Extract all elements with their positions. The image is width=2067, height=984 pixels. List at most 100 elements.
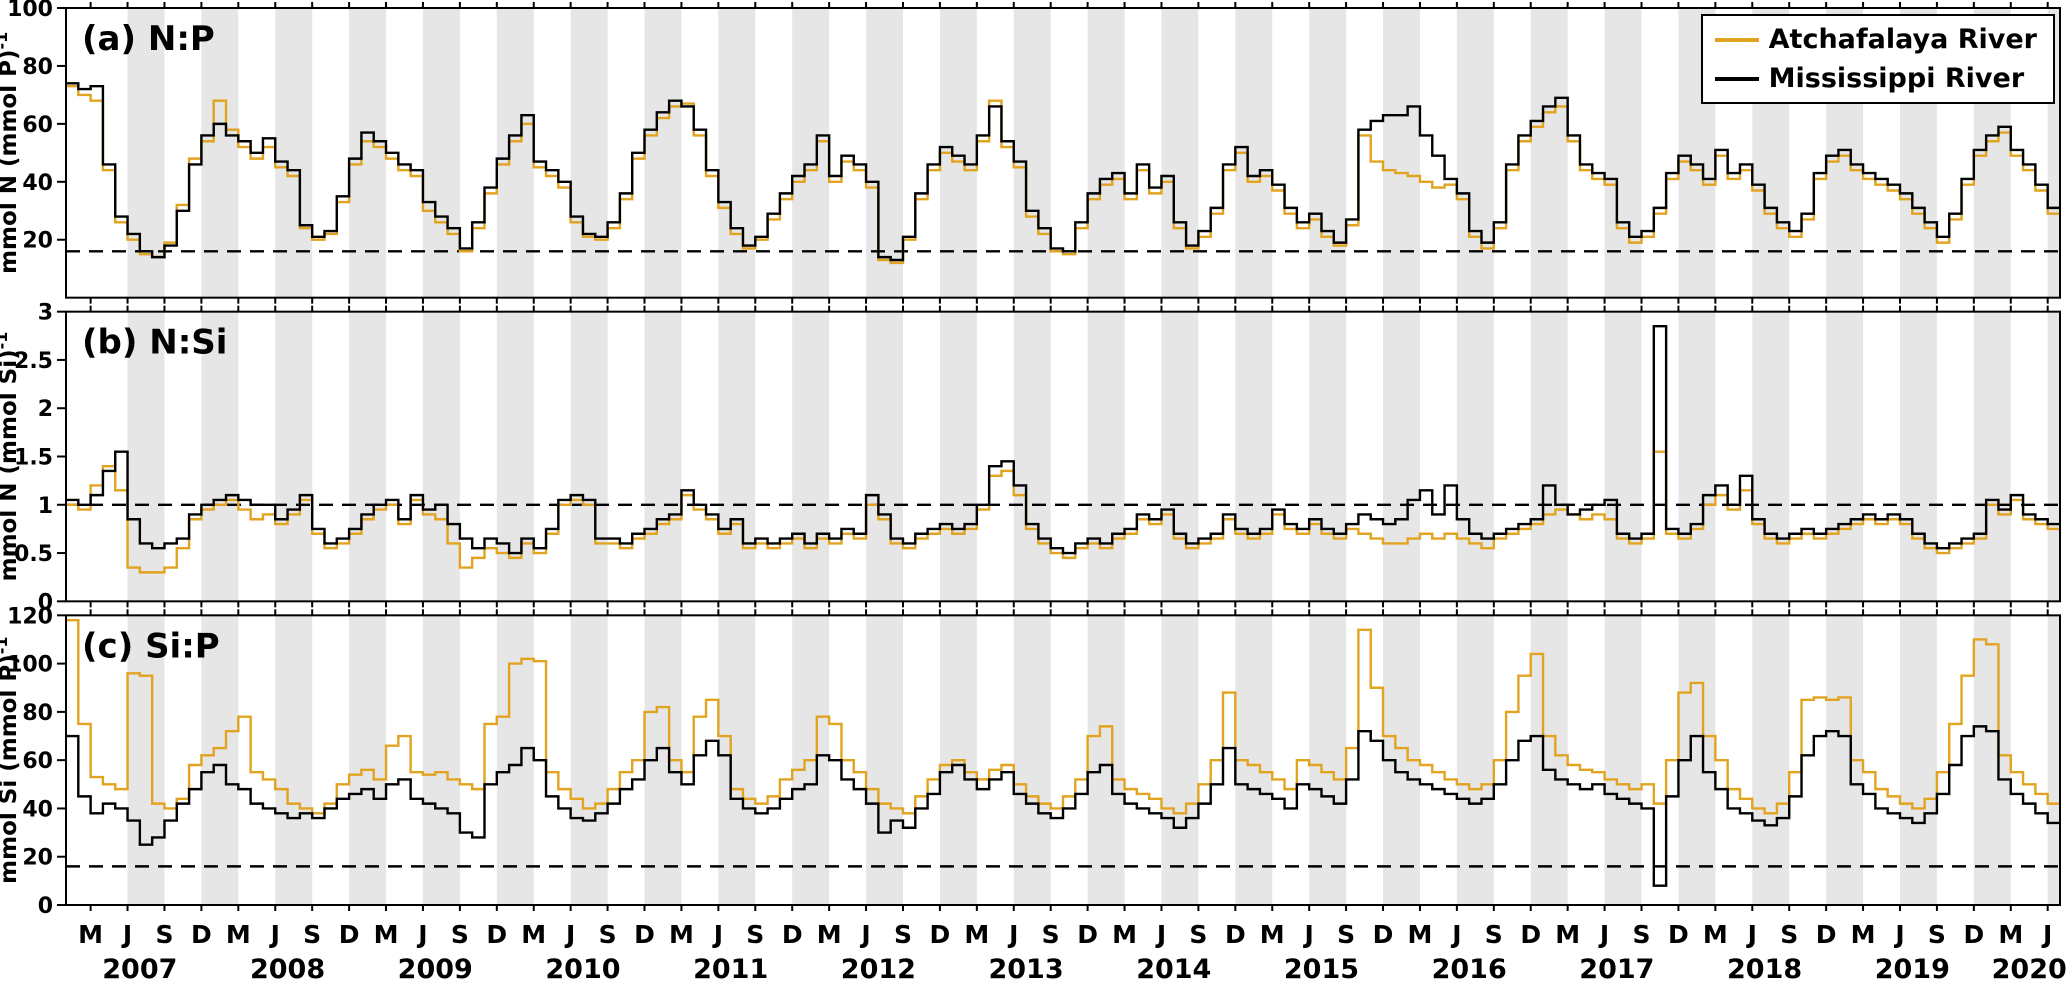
panel-title-c: (c) Si:P xyxy=(82,626,220,666)
seasonal-shaded-band xyxy=(275,615,313,905)
x-tick-label-month: M xyxy=(669,920,694,949)
seasonal-shaded-band xyxy=(1456,311,1494,602)
seasonal-shaded-band xyxy=(792,311,830,602)
seasonal-shaded-band xyxy=(422,8,460,298)
y-tick-label: 80 xyxy=(22,55,53,80)
seasonal-shaded-band xyxy=(1013,615,1051,905)
seasonal-shaded-band xyxy=(127,615,165,905)
x-tick-label-year: 2019 xyxy=(1875,954,1950,984)
x-tick-label-month: D xyxy=(1077,920,1098,949)
seasonal-shaded-band xyxy=(1161,311,1199,602)
seasonal-shaded-band xyxy=(201,615,239,905)
seasonal-shaded-band xyxy=(1604,8,1642,298)
mississippi-line-swatch xyxy=(1714,76,1759,81)
seasonal-shaded-band xyxy=(1456,615,1494,905)
seasonal-shaded-band xyxy=(1678,311,1716,602)
seasonal-shaded-band xyxy=(1530,8,1568,298)
y-tick-label: 100 xyxy=(7,653,53,678)
x-tick-label-month: J xyxy=(1450,920,1461,949)
x-tick-label-year: 2011 xyxy=(693,954,768,984)
y-tick-label: 0.5 xyxy=(14,542,53,567)
x-tick-label-month: D xyxy=(1816,920,1837,949)
x-tick-label-month: J xyxy=(1746,920,1757,949)
x-tick-label-month: S xyxy=(599,920,617,949)
x-tick-label-month: M xyxy=(1998,920,2023,949)
legend-item-mississippi: Mississippi River xyxy=(1714,63,2037,94)
y-axis-label-c: mmol Si (mmol P)-1 xyxy=(0,636,22,883)
y-tick-label: 0 xyxy=(38,590,53,615)
seasonal-shaded-band xyxy=(2047,615,2060,905)
x-tick-label-year: 2020 xyxy=(1992,954,2067,984)
seasonal-shaded-band xyxy=(275,311,313,602)
x-tick-label-month: S xyxy=(1042,920,1060,949)
x-tick-label-month: J xyxy=(712,920,723,949)
x-tick-label-month: J xyxy=(1303,920,1314,949)
y-tick-label: 2 xyxy=(38,397,53,422)
seasonal-shaded-band xyxy=(1604,615,1642,905)
y-axis-label-a: mmol N (mmol P)-1 xyxy=(0,32,22,274)
x-tick-label-month: S xyxy=(1928,920,1946,949)
seasonal-shaded-band xyxy=(570,311,608,602)
x-tick-label-month: M xyxy=(374,920,399,949)
seasonal-shaded-band xyxy=(1752,311,1790,602)
seasonal-shaded-band xyxy=(1899,615,1937,905)
x-tick-label-month: D xyxy=(1668,920,1689,949)
x-tick-label-month: M xyxy=(1851,920,1876,949)
x-tick-label-month: S xyxy=(303,920,321,949)
seasonal-shaded-band xyxy=(1161,8,1199,298)
x-tick-label-month: M xyxy=(78,920,103,949)
seasonal-shaded-band xyxy=(1530,615,1568,905)
seasonal-shaded-band xyxy=(1530,311,1568,602)
x-tick-label-month: M xyxy=(964,920,989,949)
x-tick-label-month: J xyxy=(269,920,280,949)
y-tick-label: 0 xyxy=(38,894,53,919)
y-tick-label: 100 xyxy=(7,0,53,22)
x-tick-label-month: S xyxy=(746,920,764,949)
y-tick-label: 60 xyxy=(22,113,53,138)
seasonal-shaded-band xyxy=(422,311,460,602)
x-tick-label-month: M xyxy=(521,920,546,949)
x-tick-label-month: M xyxy=(226,920,251,949)
x-tick-label-year: 2012 xyxy=(841,954,916,984)
seasonal-shaded-band xyxy=(1161,615,1199,905)
x-tick-label-month: S xyxy=(155,920,173,949)
x-tick-label-month: S xyxy=(1485,920,1503,949)
y-tick-label: 40 xyxy=(22,797,53,822)
y-tick-label: 60 xyxy=(22,749,53,774)
x-tick-label-month: J xyxy=(1893,920,1904,949)
x-tick-label-month: J xyxy=(1007,920,1018,949)
seasonal-shaded-band xyxy=(570,8,608,298)
seasonal-shaded-band xyxy=(1826,311,1864,602)
y-tick-label: 120 xyxy=(7,604,53,629)
seasonal-shaded-band xyxy=(201,311,239,602)
x-tick-label-year: 2018 xyxy=(1727,954,1802,984)
panel-title-b: (b) N:Si xyxy=(82,323,227,363)
seasonal-shaded-band xyxy=(127,311,165,602)
x-tick-label-month: J xyxy=(2041,920,2052,949)
x-tick-label-month: S xyxy=(894,920,912,949)
seasonal-shaded-band xyxy=(1235,311,1273,602)
series-b-mississippi xyxy=(66,324,2060,555)
seasonal-shaded-band xyxy=(201,8,239,298)
seasonal-shaded-band xyxy=(1383,311,1420,602)
panel-title-a: (a) N:P xyxy=(82,19,215,59)
y-tick-label: 40 xyxy=(22,171,53,196)
x-tick-label-year: 2017 xyxy=(1579,954,1654,984)
y-tick-label: 20 xyxy=(22,846,53,871)
x-tick-label-month: S xyxy=(451,920,469,949)
series-a-mississippi xyxy=(66,82,2060,262)
seasonal-shaded-band xyxy=(1973,615,2011,905)
y-axis-label-b: mmol N (mmol Si)-1 xyxy=(0,332,22,582)
seasonal-shaded-band xyxy=(792,8,830,298)
x-tick-label-year: 2016 xyxy=(1432,954,1507,984)
x-tick-label-month: S xyxy=(1189,920,1207,949)
x-tick-label-month: J xyxy=(564,920,575,949)
x-tick-label-month: M xyxy=(817,920,842,949)
x-tick-label-month: D xyxy=(930,920,951,949)
y-tick-label: 2.5 xyxy=(14,349,53,374)
seasonal-shaded-band xyxy=(1087,311,1125,602)
seasonal-shaded-band xyxy=(1973,311,2011,602)
panel-b: 0 0.5 1 1.5 2 2.5 3 mmol N (mmol Si)-1 (b) N:Si xyxy=(0,301,2061,615)
x-tick-label-month: M xyxy=(1112,920,1137,949)
